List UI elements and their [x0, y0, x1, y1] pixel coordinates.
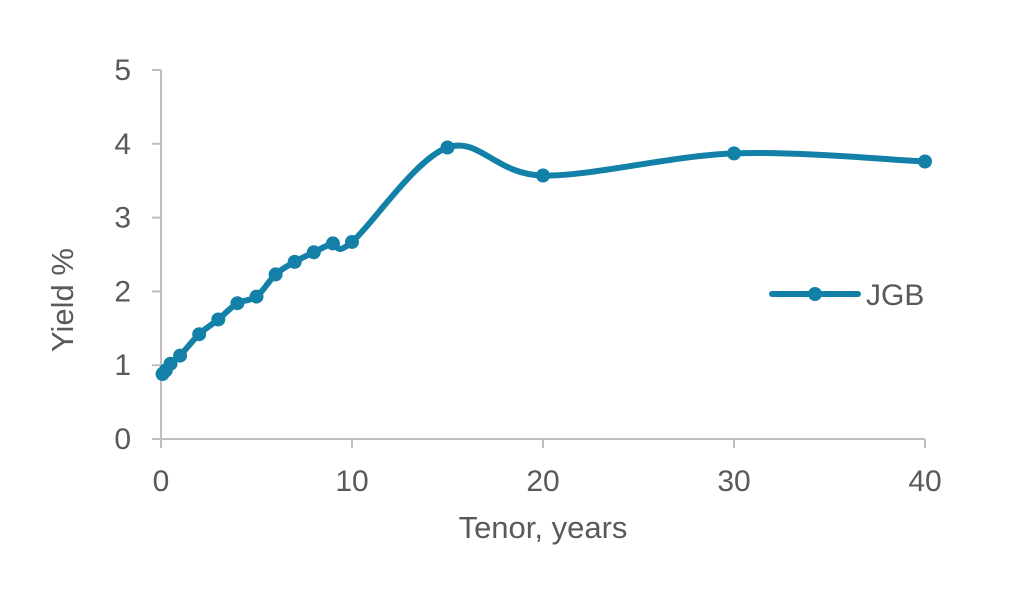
y-axis-ticks: 0 1 2 3 4 5 [114, 54, 161, 456]
data-point [230, 296, 245, 311]
data-point [173, 348, 188, 363]
y-tick-label: 3 [114, 202, 131, 235]
data-point [325, 236, 340, 251]
y-tick-label: 1 [114, 349, 131, 382]
x-tick-label: 40 [908, 465, 941, 498]
data-point [287, 254, 302, 269]
data-point [249, 289, 264, 304]
y-tick-label: 4 [114, 128, 131, 161]
x-tick-label: 30 [717, 465, 750, 498]
legend: JGB [769, 279, 924, 312]
data-point [163, 356, 178, 371]
x-tick-label: 20 [526, 465, 559, 498]
axes: 0 1 2 3 4 5 0 10 20 30 40 [114, 54, 941, 498]
data-point [727, 146, 741, 161]
data-point [306, 245, 321, 260]
series-layer [155, 140, 932, 382]
data-point [345, 234, 359, 249]
y-tick-label: 2 [114, 275, 131, 308]
y-tick-label: 5 [114, 54, 131, 87]
data-point [268, 267, 283, 282]
data-point [536, 168, 550, 183]
data-point [192, 327, 207, 342]
data-point [211, 312, 226, 327]
y-tick-label: 0 [114, 423, 131, 456]
legend-marker [808, 287, 822, 301]
x-tick-label: 0 [153, 465, 170, 498]
x-axis-ticks: 0 10 20 30 40 [153, 439, 942, 498]
y-axis-title: Yield % [45, 248, 80, 352]
data-point [440, 140, 455, 155]
x-axis-title: Tenor, years [459, 510, 628, 545]
x-tick-label: 10 [335, 465, 368, 498]
data-point [918, 154, 932, 169]
legend-label-jgb: JGB [866, 279, 924, 312]
